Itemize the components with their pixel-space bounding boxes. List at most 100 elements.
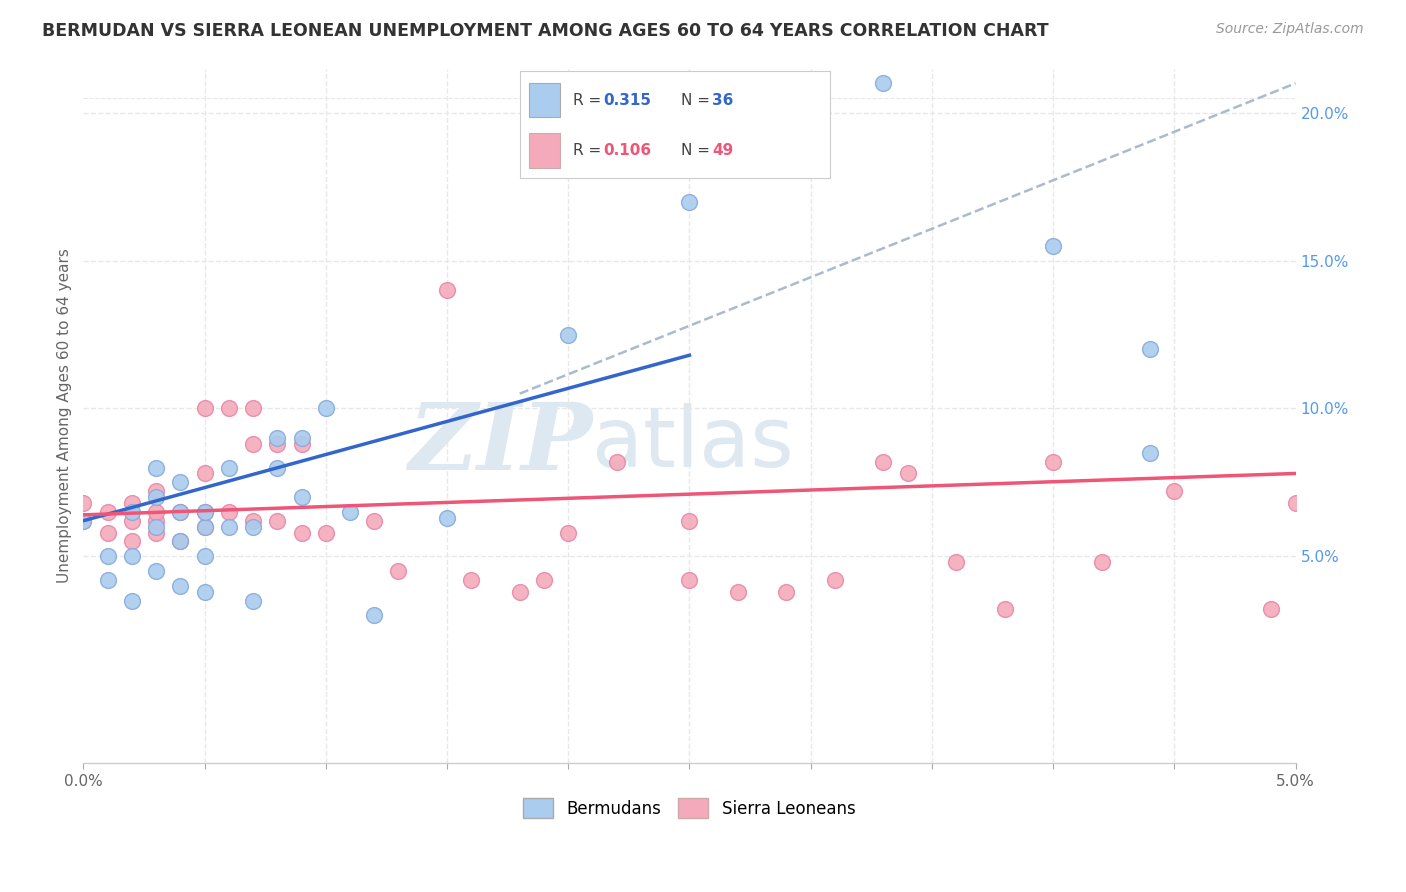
- Point: [145, 519, 167, 533]
- Point: [169, 475, 191, 490]
- Point: [169, 579, 191, 593]
- Point: [1284, 496, 1306, 510]
- Point: [678, 573, 700, 587]
- Point: [290, 525, 312, 540]
- Point: [363, 608, 385, 623]
- Point: [872, 76, 894, 90]
- Legend: Bermudans, Sierra Leoneans: Bermudans, Sierra Leoneans: [517, 792, 862, 824]
- Point: [121, 549, 143, 564]
- Point: [315, 525, 337, 540]
- Text: Source: ZipAtlas.com: Source: ZipAtlas.com: [1216, 22, 1364, 37]
- Point: [193, 519, 215, 533]
- Point: [1260, 602, 1282, 616]
- Point: [96, 549, 118, 564]
- Point: [339, 505, 361, 519]
- Point: [169, 534, 191, 549]
- Point: [145, 484, 167, 499]
- Text: 0.315: 0.315: [603, 93, 652, 108]
- Point: [242, 514, 264, 528]
- Text: BERMUDAN VS SIERRA LEONEAN UNEMPLOYMENT AMONG AGES 60 TO 64 YEARS CORRELATION CH: BERMUDAN VS SIERRA LEONEAN UNEMPLOYMENT …: [42, 22, 1049, 40]
- Point: [96, 573, 118, 587]
- Point: [678, 194, 700, 209]
- Point: [121, 514, 143, 528]
- Point: [436, 510, 458, 524]
- Point: [96, 525, 118, 540]
- Point: [557, 327, 579, 342]
- Point: [727, 584, 749, 599]
- Point: [145, 514, 167, 528]
- Point: [242, 593, 264, 607]
- Point: [145, 525, 167, 540]
- Point: [1091, 555, 1114, 569]
- Point: [509, 584, 531, 599]
- Point: [290, 431, 312, 445]
- Point: [290, 490, 312, 504]
- Point: [218, 505, 240, 519]
- Point: [121, 593, 143, 607]
- Text: 36: 36: [711, 93, 734, 108]
- Point: [678, 514, 700, 528]
- Point: [218, 401, 240, 416]
- Point: [1139, 446, 1161, 460]
- Point: [533, 573, 555, 587]
- Point: [193, 505, 215, 519]
- Text: ZIP: ZIP: [408, 399, 592, 489]
- Point: [266, 460, 288, 475]
- Point: [824, 573, 846, 587]
- Bar: [530, 134, 561, 168]
- Point: [145, 490, 167, 504]
- Point: [290, 437, 312, 451]
- Point: [72, 514, 94, 528]
- Point: [72, 514, 94, 528]
- Text: 49: 49: [711, 143, 734, 158]
- Point: [775, 584, 797, 599]
- Point: [193, 549, 215, 564]
- Point: [1163, 484, 1185, 499]
- Point: [387, 564, 409, 578]
- Point: [145, 460, 167, 475]
- Point: [266, 437, 288, 451]
- Point: [218, 519, 240, 533]
- Text: R =: R =: [572, 93, 606, 108]
- Y-axis label: Unemployment Among Ages 60 to 64 years: Unemployment Among Ages 60 to 64 years: [58, 248, 72, 583]
- Point: [994, 602, 1017, 616]
- Point: [242, 437, 264, 451]
- Point: [266, 514, 288, 528]
- Bar: [530, 83, 561, 118]
- Text: R =: R =: [572, 143, 606, 158]
- Point: [897, 467, 920, 481]
- Point: [121, 496, 143, 510]
- Point: [96, 505, 118, 519]
- Point: [363, 514, 385, 528]
- Point: [145, 564, 167, 578]
- Point: [193, 505, 215, 519]
- Point: [460, 573, 482, 587]
- Point: [193, 401, 215, 416]
- Text: atlas: atlas: [592, 403, 794, 484]
- Point: [72, 496, 94, 510]
- Point: [193, 467, 215, 481]
- Text: N =: N =: [681, 143, 714, 158]
- Point: [121, 505, 143, 519]
- Text: 0.106: 0.106: [603, 143, 652, 158]
- Point: [218, 460, 240, 475]
- Point: [193, 519, 215, 533]
- Point: [169, 505, 191, 519]
- Text: N =: N =: [681, 93, 714, 108]
- Point: [315, 401, 337, 416]
- Point: [1042, 239, 1064, 253]
- Point: [1139, 343, 1161, 357]
- Point: [1042, 455, 1064, 469]
- Point: [872, 455, 894, 469]
- Point: [242, 401, 264, 416]
- Point: [242, 519, 264, 533]
- Point: [557, 525, 579, 540]
- Point: [606, 455, 628, 469]
- Point: [945, 555, 967, 569]
- Point: [193, 584, 215, 599]
- Point: [266, 431, 288, 445]
- Point: [169, 505, 191, 519]
- Point: [121, 534, 143, 549]
- Point: [145, 505, 167, 519]
- Point: [169, 534, 191, 549]
